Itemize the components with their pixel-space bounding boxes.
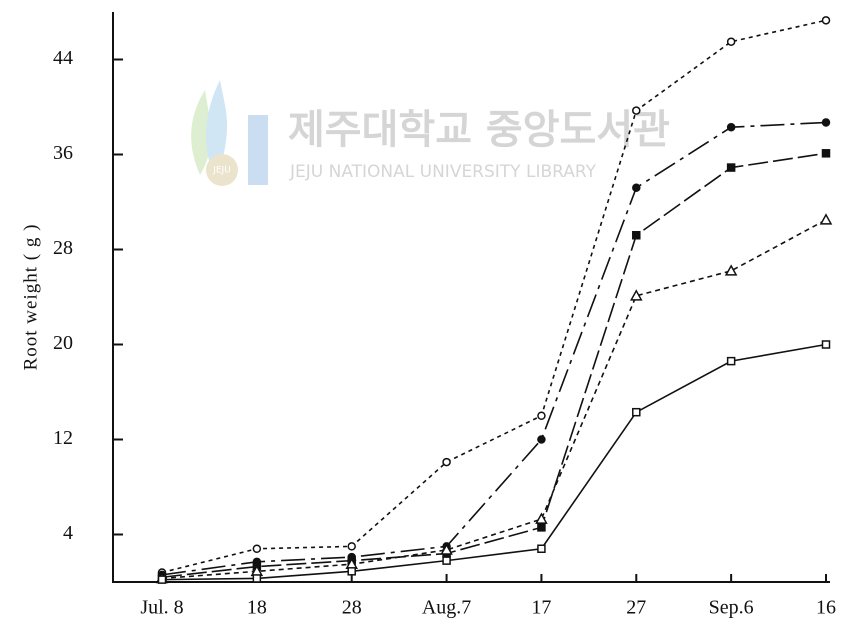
- point: [252, 574, 262, 583]
- series-line: [161, 219, 827, 580]
- point: [632, 231, 641, 240]
- point: [821, 16, 831, 25]
- point: [726, 356, 736, 366]
- point: [821, 118, 831, 127]
- x-tick-label: 16: [816, 597, 836, 619]
- series-line: [161, 121, 827, 576]
- point: [535, 512, 548, 524]
- x-tick-label: 18: [247, 597, 267, 619]
- point: [442, 556, 451, 565]
- series-line: [161, 343, 827, 581]
- point: [819, 213, 833, 225]
- logo-leaf: [206, 80, 228, 180]
- watermark-subtitle: JEJU NATIONAL UNIVERSITY LIBRARY: [289, 162, 597, 182]
- point: [347, 542, 356, 551]
- y-tick-label: 12: [53, 427, 73, 449]
- point: [630, 289, 643, 301]
- logo-leaf: [191, 90, 212, 175]
- point: [724, 264, 738, 276]
- point: [632, 183, 641, 192]
- x-tick-label: 17: [531, 597, 551, 619]
- point: [537, 411, 546, 420]
- point: [442, 457, 451, 467]
- watermark: JEJU 제주대학교 중앙도서관 JEJU NATIONAL UNIVERSIT…: [191, 80, 670, 186]
- point: [632, 106, 641, 115]
- point: [726, 163, 736, 172]
- logo-badge: [206, 154, 238, 186]
- logo-text: JEJU: [212, 166, 231, 176]
- y-tick-label: 44: [53, 47, 73, 69]
- logo-bar: [248, 115, 268, 185]
- point: [537, 523, 546, 532]
- y-tick-label: 36: [53, 142, 73, 164]
- y-tick-label: 20: [53, 332, 73, 354]
- watermark-title: 제주대학교 중앙도서관: [288, 107, 670, 153]
- x-tick-label: 28: [342, 597, 362, 619]
- point: [821, 340, 831, 349]
- x-tick-label: Aug.7: [422, 597, 471, 619]
- point: [726, 122, 736, 132]
- series-line: [161, 152, 827, 579]
- point: [440, 543, 453, 555]
- point: [726, 37, 736, 46]
- point: [537, 435, 546, 444]
- x-tick-label: Sep.6: [709, 597, 754, 619]
- point: [537, 544, 546, 553]
- series-line: [161, 19, 827, 574]
- point: [821, 149, 831, 158]
- point: [347, 567, 356, 576]
- point: [632, 407, 641, 417]
- y-tick-label: 28: [53, 237, 73, 259]
- y-axis-label: Root weight ( g ): [20, 224, 41, 371]
- x-tick-label: 27: [626, 597, 646, 619]
- y-tick-label: 4: [63, 522, 73, 544]
- x-tick-label: Jul. 8: [140, 597, 183, 619]
- point: [157, 575, 167, 584]
- point: [252, 544, 262, 553]
